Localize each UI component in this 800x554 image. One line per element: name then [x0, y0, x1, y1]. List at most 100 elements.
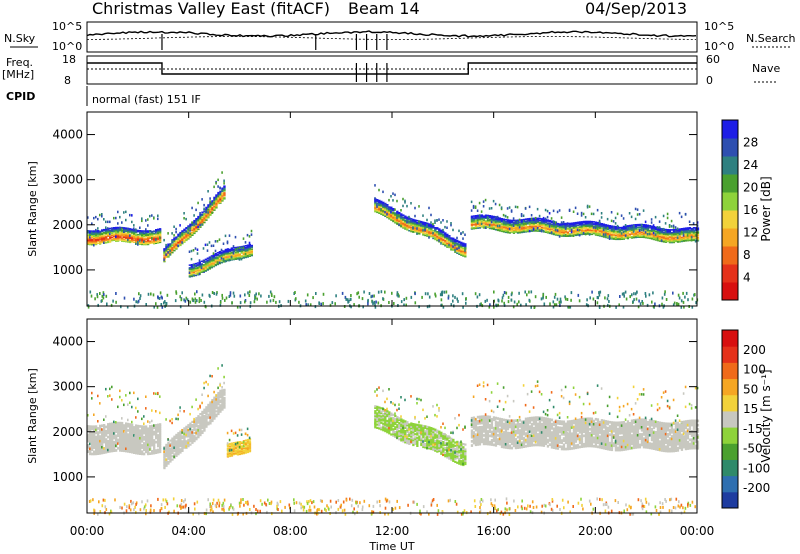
velocity-feature-4 [470, 380, 700, 453]
velocity-colorbar-swatch-10 [722, 330, 738, 347]
frequency-traces [87, 62, 697, 82]
noise-panel-frame [86, 21, 698, 53]
power-colorbar-swatch-7 [722, 156, 738, 175]
frequency-panel-frame [86, 55, 698, 85]
station-title: Christmas Valley East (fitACF) [92, 0, 330, 18]
velocity-colorbar-swatch-6 [722, 394, 738, 412]
xtick-label-6: 00:00 [680, 524, 715, 538]
velocity-colorbar-tick-0: 200 [743, 343, 766, 357]
power-feature-3 [374, 184, 467, 258]
power-colorbar-tick-5: 8 [743, 248, 751, 262]
velocity-feature-0 [87, 385, 162, 456]
x-axis-label: Time UT [368, 540, 414, 553]
power-colorbar-tick-4: 12 [743, 226, 758, 240]
velocity-colorbar-swatch-4 [722, 427, 738, 444]
power-ytick-label-2: 3000 [52, 173, 83, 187]
velocity-colorbar-swatch-1 [722, 475, 738, 493]
power-colorbar-swatch-5 [722, 192, 738, 211]
freq-right-bottom-tick: 0 [706, 74, 713, 87]
velocity-colorbar-tick-5: -50 [743, 442, 763, 456]
power-feature-1 [163, 171, 226, 263]
power-colorbar: 28 24 20 16 12 8 4 [721, 119, 758, 301]
power-feature-4 [470, 198, 700, 244]
power-feature-5 [87, 290, 699, 309]
power-y-axis: 1000 2000 3000 4000 [52, 128, 697, 277]
velocity-ytick-label-1: 2000 [52, 425, 83, 439]
velocity-y-axis-label: Slant Range [km] [26, 368, 39, 464]
power-feature-2 [188, 229, 253, 278]
time-x-axis: 00:00 04:00 08:00 12:00 16:00 20:00 00:00 [70, 112, 715, 538]
freq-label: Freq. [6, 56, 33, 69]
power-colorbar-swatch-6 [722, 174, 738, 193]
power-colorbar-swatch-8 [722, 138, 738, 157]
xtick-label-2: 08:00 [273, 524, 308, 538]
velocity-colorbar-swatch-7 [722, 378, 738, 396]
velocity-feature-5 [88, 497, 696, 516]
velocity-colorbar-swatch-2 [722, 459, 738, 477]
velocity-ytick-label-2: 3000 [52, 380, 83, 394]
velocity-colorbar-tick-6: -100 [743, 461, 770, 475]
noise-right-bottom-tick: 10^0 [704, 40, 734, 53]
xtick-label-1: 04:00 [171, 524, 206, 538]
velocity-colorbar-tick-2: 50 [743, 382, 758, 396]
nsearch-trace [87, 36, 697, 40]
velocity-colorbar-tick-3: 15 [743, 402, 758, 416]
power-ytick-label-0: 1000 [52, 263, 83, 277]
nsky-trace [86, 30, 697, 38]
xtick-label-3: 12:00 [375, 524, 410, 538]
velocity-colorbar: 200 100 50 15 -15 -50 -100 -200 [721, 329, 770, 509]
power-ytick-label-3: 4000 [52, 128, 83, 142]
velocity-feature-3 [374, 386, 467, 467]
velocity-feature-1 [163, 364, 226, 470]
power-colorbar-swatch-4 [722, 210, 738, 229]
power-colorbar-label: Power [dB] [759, 176, 773, 241]
freq-right-top-tick: 60 [706, 53, 720, 66]
xtick-label-0: 00:00 [70, 524, 105, 538]
velocity-ytick-label-0: 1000 [52, 470, 83, 484]
noise-left-bottom-tick: 10^0 [52, 40, 82, 53]
velocity-colorbar-tick-1: 100 [743, 363, 766, 377]
power-y-axis-label: Slant Range [km] [26, 161, 39, 257]
power-colorbar-swatch-0 [722, 282, 738, 301]
velocity-colorbar-tick-4: -15 [743, 422, 763, 436]
velocity-colorbar-swatch-9 [722, 346, 738, 363]
velocity-colorbar-swatch-5 [722, 410, 738, 428]
power-colorbar-swatch-9 [722, 120, 738, 139]
power-feature-0 [87, 210, 162, 247]
power-colorbar-tick-1: 24 [743, 158, 758, 172]
noise-right-top-tick: 10^5 [704, 20, 734, 33]
velocity-heatmap [87, 364, 700, 516]
velocity-y-axis: 1000 2000 3000 4000 [52, 335, 697, 484]
nsky-label: N.Sky [4, 32, 36, 45]
nave-label: Nave [752, 62, 780, 75]
power-heatmap [87, 171, 700, 309]
power-colorbar-swatch-1 [722, 264, 738, 283]
power-colorbar-frame [721, 119, 739, 301]
xtick-label-4: 16:00 [476, 524, 511, 538]
velocity-feature-2 [226, 427, 252, 458]
power-colorbar-tick-6: 4 [743, 271, 751, 285]
date-label: 04/Sep/2013 [585, 0, 687, 18]
velocity-colorbar-tick-7: -200 [743, 481, 770, 495]
cpid-label: CPID [6, 90, 35, 103]
power-ytick-label-1: 2000 [52, 218, 83, 232]
power-colorbar-tick-2: 20 [743, 181, 758, 195]
power-colorbar-swatch-2 [722, 246, 738, 265]
velocity-colorbar-swatch-8 [722, 362, 738, 380]
cpid-value: normal (fast) 151 IF [92, 93, 201, 106]
velocity-colorbar-swatch-3 [722, 443, 738, 460]
velocity-colorbar-swatch-0 [722, 491, 738, 509]
freq-left-bottom-tick: 8 [64, 74, 71, 87]
nsearch-label: N.Search [746, 32, 796, 45]
freq-left-top-tick: 18 [62, 53, 76, 66]
frequency-trace [87, 62, 697, 75]
xtick-label-5: 20:00 [578, 524, 613, 538]
beam-label: Beam 14 [348, 0, 420, 18]
freq-unit-label: [MHz] [2, 68, 34, 81]
power-colorbar-swatch-3 [722, 228, 738, 247]
power-colorbar-tick-3: 16 [743, 203, 758, 217]
velocity-colorbar-label: Velocity [m s⁻¹] [759, 369, 773, 462]
noise-traces [86, 30, 697, 50]
velocity-colorbar-frame [721, 329, 739, 509]
